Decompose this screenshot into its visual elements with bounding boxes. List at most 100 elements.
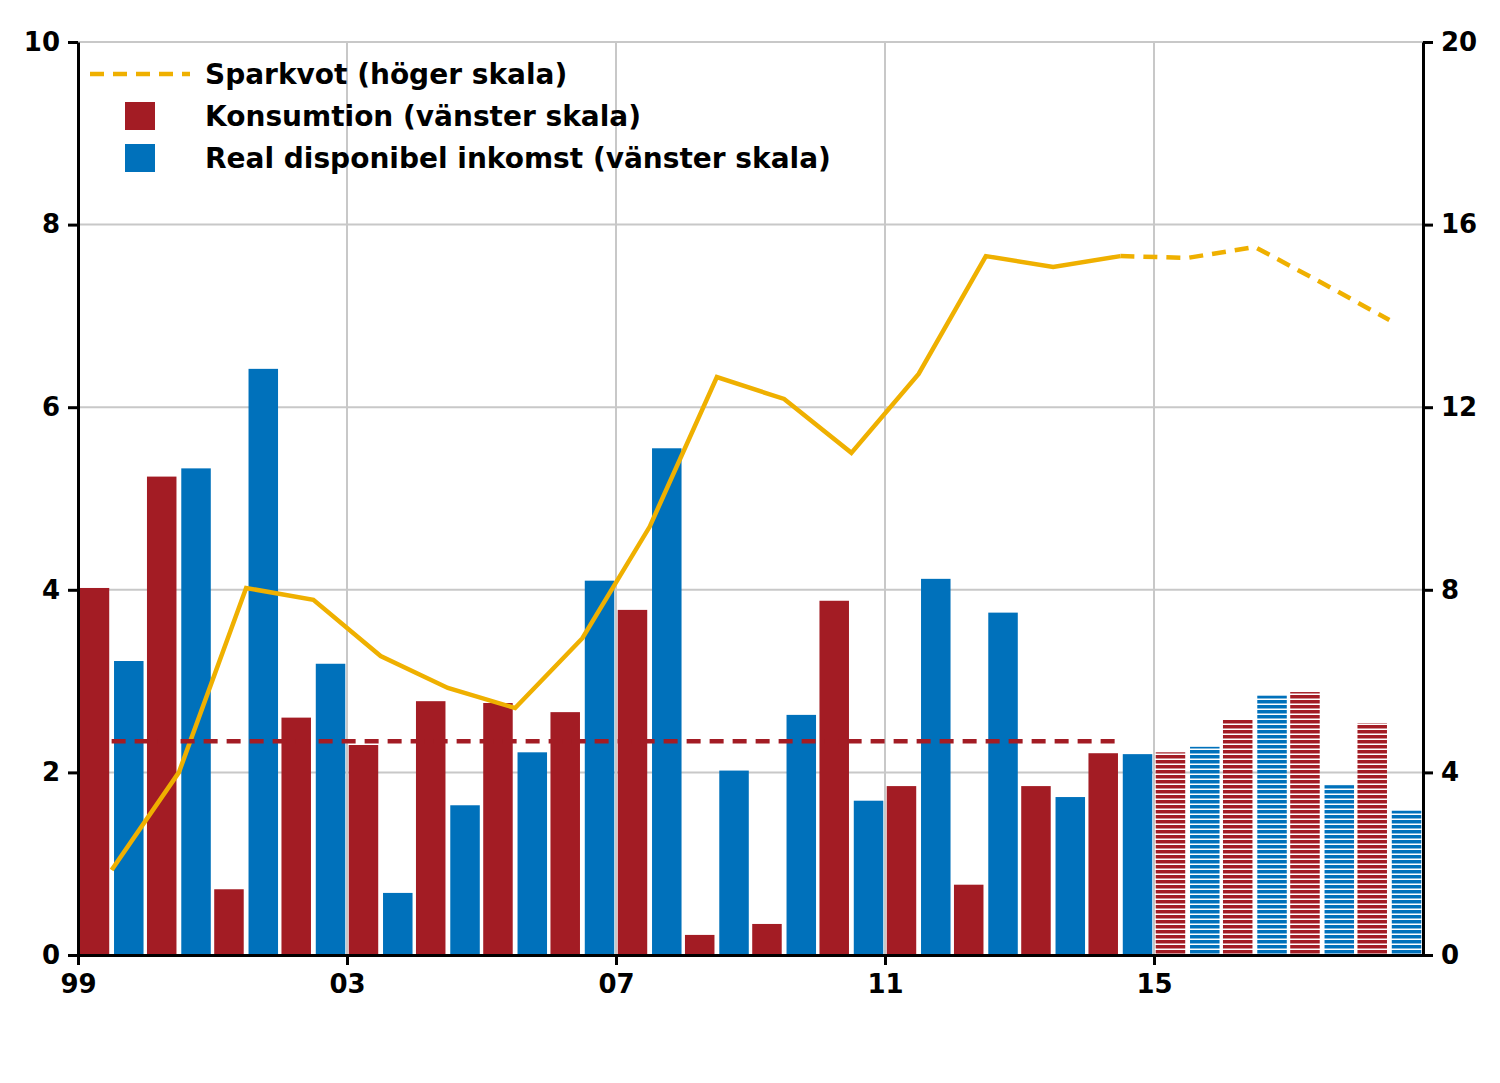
tick: 6 bbox=[42, 392, 78, 422]
bar bbox=[316, 664, 346, 955]
bar bbox=[1290, 692, 1320, 955]
tick-mark bbox=[68, 406, 78, 409]
bar bbox=[719, 771, 749, 955]
tick-label: 4 bbox=[1441, 757, 1459, 787]
grid-line bbox=[78, 406, 1423, 408]
x-axis: 99 03 07 11 15 bbox=[60, 955, 1423, 999]
tick: 8 bbox=[42, 209, 78, 239]
tick-mark bbox=[884, 955, 887, 965]
tick-mark bbox=[68, 589, 78, 592]
line bbox=[112, 256, 1121, 870]
legend-swatch bbox=[90, 72, 190, 77]
tick: 0 bbox=[1423, 940, 1459, 970]
bar bbox=[281, 718, 311, 955]
bar bbox=[249, 369, 279, 955]
tick-label: 2 bbox=[42, 757, 60, 787]
tick-mark bbox=[1153, 955, 1156, 965]
grid-line bbox=[77, 42, 79, 955]
tick-label: 8 bbox=[42, 209, 60, 239]
legend-item: Konsumtion (vänster skala) bbox=[125, 100, 641, 133]
bar bbox=[585, 581, 615, 955]
tick-label: 0 bbox=[42, 940, 60, 970]
grid-line bbox=[346, 42, 348, 955]
bar bbox=[887, 786, 917, 955]
bar bbox=[1021, 786, 1051, 955]
bar bbox=[114, 661, 144, 955]
bar bbox=[1123, 754, 1153, 955]
tick-label: 0 bbox=[1441, 940, 1459, 970]
tick: 0 bbox=[42, 940, 78, 970]
tick: 12 bbox=[1423, 392, 1477, 422]
bar bbox=[921, 579, 951, 955]
tick-label: 99 bbox=[60, 969, 96, 999]
tick-label: 20 bbox=[1441, 27, 1477, 57]
tick-label: 16 bbox=[1441, 209, 1477, 239]
tick-label: 8 bbox=[1441, 575, 1459, 605]
bar bbox=[450, 805, 480, 955]
tick-label: 11 bbox=[867, 969, 903, 999]
tick-mark bbox=[68, 224, 78, 227]
tick-mark bbox=[68, 954, 78, 957]
tick: 16 bbox=[1423, 209, 1477, 239]
tick: 15 bbox=[1136, 955, 1172, 999]
bar bbox=[1223, 719, 1253, 955]
tick-mark bbox=[1423, 589, 1433, 592]
tick: 2 bbox=[42, 757, 78, 787]
tick-mark bbox=[68, 41, 78, 44]
bar bbox=[819, 601, 849, 955]
bar bbox=[80, 588, 110, 955]
tick-mark bbox=[346, 955, 349, 965]
bar bbox=[787, 715, 817, 955]
grid-line bbox=[78, 771, 1423, 773]
tick-label: 15 bbox=[1136, 969, 1172, 999]
line bbox=[1120, 247, 1389, 320]
bar bbox=[1156, 752, 1186, 955]
tick: 4 bbox=[1423, 757, 1459, 787]
bar bbox=[550, 712, 580, 955]
chart: 0 2 4 6 8 10 0 4 8 12 16 20 99 03 07 11 15 Sparkvot (höge… bbox=[0, 0, 1500, 1083]
grid-line bbox=[78, 224, 1423, 226]
bar bbox=[854, 801, 884, 955]
tick: 07 bbox=[598, 955, 634, 999]
legend-swatch bbox=[125, 144, 155, 172]
line bbox=[112, 739, 1121, 744]
bar bbox=[685, 935, 715, 955]
bar bbox=[752, 924, 782, 955]
grid-line bbox=[1153, 42, 1155, 955]
grid-line bbox=[78, 589, 1423, 591]
bar bbox=[383, 893, 413, 955]
y-axis: 0 2 4 6 8 10 bbox=[24, 27, 79, 970]
tick-mark bbox=[1423, 406, 1433, 409]
grid-line bbox=[615, 42, 617, 955]
legend-swatch bbox=[125, 102, 155, 130]
tick-label: 07 bbox=[598, 969, 634, 999]
tick-label: 03 bbox=[329, 969, 365, 999]
bar bbox=[652, 448, 682, 955]
tick-mark bbox=[1423, 41, 1433, 44]
bar bbox=[954, 885, 984, 955]
legend-label: Konsumtion (vänster skala) bbox=[205, 100, 641, 133]
tick: 11 bbox=[867, 955, 903, 999]
axis-line bbox=[77, 43, 80, 956]
tick-label: 6 bbox=[42, 392, 60, 422]
tick: 99 bbox=[60, 955, 96, 999]
tick: 4 bbox=[42, 575, 78, 605]
tick-mark bbox=[1423, 954, 1433, 957]
bar bbox=[1392, 811, 1422, 955]
bar bbox=[181, 468, 211, 955]
bar bbox=[618, 610, 648, 955]
legend-label: Sparkvot (höger skala) bbox=[205, 58, 567, 91]
y2-axis: 0 4 8 12 16 20 bbox=[1423, 27, 1477, 970]
tick: 8 bbox=[1423, 575, 1459, 605]
tick-mark bbox=[1423, 224, 1433, 227]
grid-line bbox=[884, 42, 886, 955]
tick-label: 12 bbox=[1441, 392, 1477, 422]
tick-label: 10 bbox=[24, 27, 60, 57]
tick: 03 bbox=[329, 955, 365, 999]
bar bbox=[1088, 753, 1118, 955]
legend-item: Sparkvot (höger skala) bbox=[90, 58, 567, 91]
tick-label: 4 bbox=[42, 575, 60, 605]
bar bbox=[1056, 797, 1086, 955]
bar bbox=[214, 889, 244, 955]
bar bbox=[518, 752, 548, 955]
